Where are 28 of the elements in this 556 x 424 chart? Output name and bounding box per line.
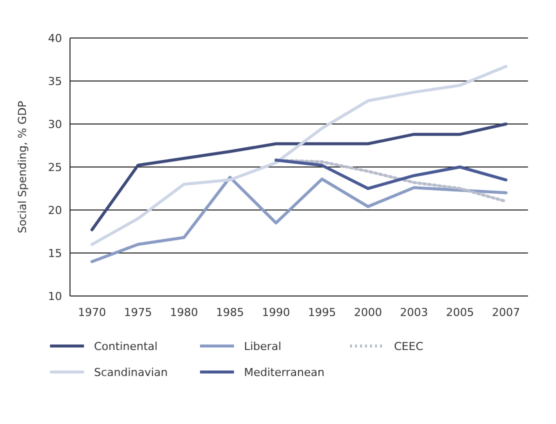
x-tick-label: 2007 (492, 306, 520, 319)
legend-label: CEEC (394, 340, 424, 353)
y-tick-label: 35 (48, 74, 62, 88)
line-series (90, 176, 508, 264)
x-tick-label: 2003 (400, 306, 428, 319)
line-series (274, 158, 508, 203)
legend-label: Continental (94, 340, 158, 353)
legend-label: Scandinavian (94, 366, 168, 379)
line-series (274, 158, 508, 190)
y-tick-label: 20 (48, 204, 62, 217)
y-tick-label: 40 (48, 32, 62, 45)
x-tick-label: 1980 (170, 306, 198, 319)
x-tick-label: 1995 (308, 306, 336, 319)
line-series (90, 64, 508, 246)
x-tick-label: 1990 (262, 306, 290, 319)
y-tick-label: 25 (48, 160, 62, 174)
y-tick-label: 15 (48, 246, 62, 260)
legend-label: Liberal (244, 340, 282, 353)
x-tick-label: 1975 (124, 306, 152, 319)
y-axis-title: Social Spending, % GDP (16, 100, 29, 234)
x-tick-label: 1985 (216, 306, 244, 319)
legend-label: Mediterranean (244, 366, 324, 379)
y-tick-label: 10 (48, 290, 62, 303)
x-tick-label: 2000 (354, 306, 382, 319)
x-tick-label: 1970 (78, 306, 106, 319)
x-tick-label: 2005 (446, 306, 474, 319)
line-series (90, 122, 508, 232)
y-tick-label: 30 (48, 118, 62, 131)
